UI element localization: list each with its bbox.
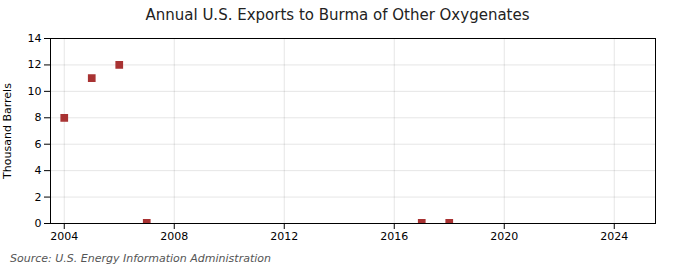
svg-text:2024: 2024 [600,230,628,243]
svg-text:2008: 2008 [160,230,188,243]
svg-text:8: 8 [35,111,42,124]
html-text:Source: U.S. Energy Informatio: Source: U.S. Energy Information Administ… [10,252,271,265]
svg-text:2: 2 [35,191,42,204]
svg-text:12: 12 [28,58,42,71]
svg-text:Thousand Barrels: Thousand Barrels [1,83,14,180]
svg-text:2004: 2004 [50,230,78,243]
svg-text:2012: 2012 [270,230,298,243]
svg-text:2016: 2016 [380,230,408,243]
svg-text:4: 4 [35,164,42,177]
svg-text:10: 10 [28,85,42,98]
svg-text:14: 14 [28,32,42,45]
svg-text:2020: 2020 [490,230,518,243]
svg-text:0: 0 [35,217,42,230]
html-text:Annual U.S. Exports to Burma o: Annual U.S. Exports to Burma of Other Ox… [145,6,530,24]
svg-text:6: 6 [35,138,42,151]
